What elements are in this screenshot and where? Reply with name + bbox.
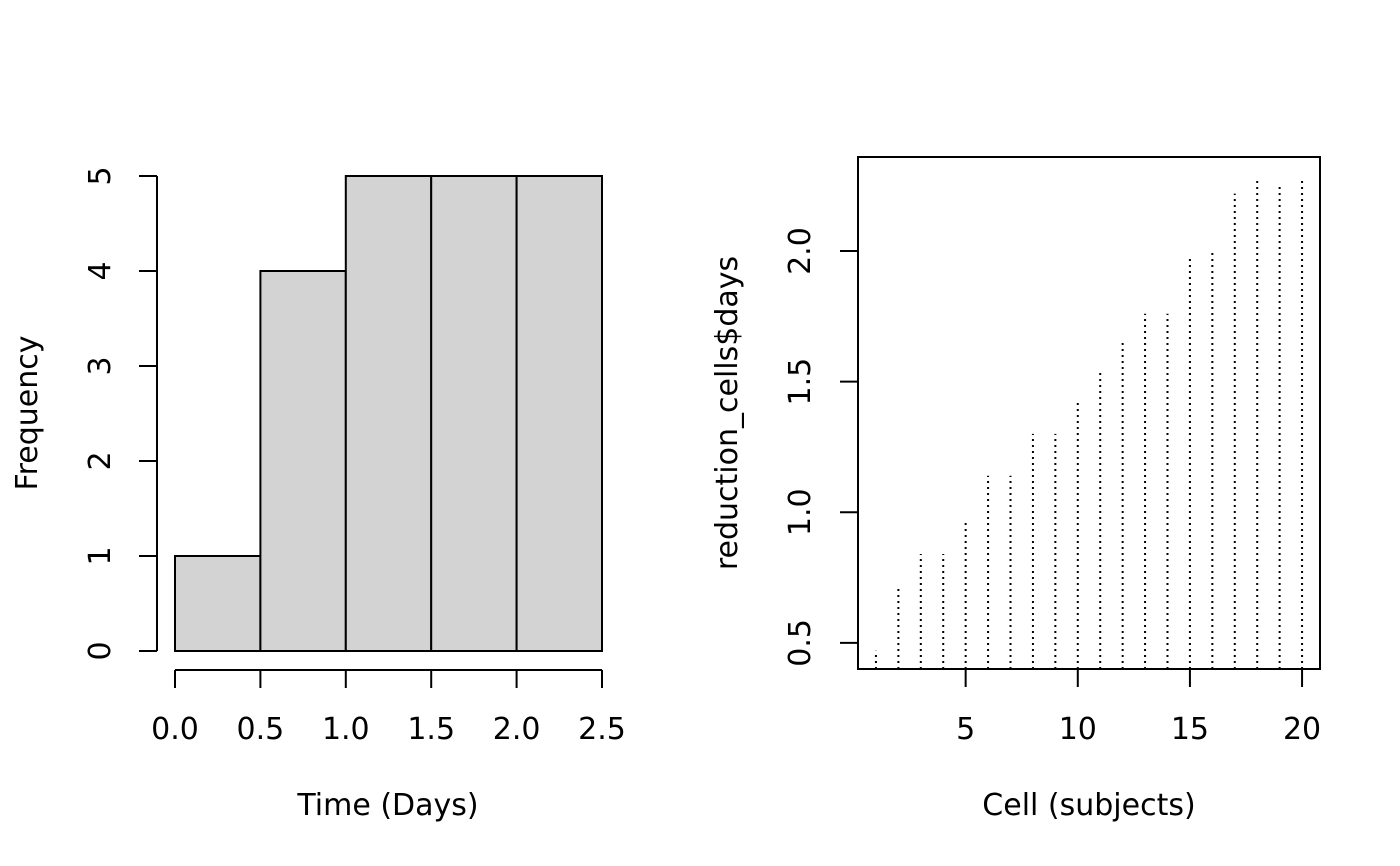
spike-chart-lines bbox=[874, 177, 1304, 669]
histogram-y-tick-label: 0 bbox=[83, 641, 118, 660]
histogram-y-tick-label: 3 bbox=[83, 356, 118, 375]
histogram-x-tick-label: 1.5 bbox=[407, 712, 455, 747]
histogram-x-tick-label: 0.0 bbox=[151, 712, 199, 747]
spike-chart: 5 10 15 20 0.5 1.0 1.5 2.0 Cell (subjects) red… bbox=[710, 156, 1321, 823]
spike-chart-y-tick-label: 2.0 bbox=[783, 227, 818, 275]
histogram-bar bbox=[259, 270, 347, 652]
histogram-bar bbox=[344, 175, 433, 652]
spike-chart-x-tick-label: 20 bbox=[1283, 712, 1321, 747]
histogram-y-tick-label: 5 bbox=[83, 166, 118, 185]
histogram-bar bbox=[174, 555, 262, 652]
histogram-y-tick-label: 4 bbox=[83, 261, 118, 280]
histogram-bar bbox=[515, 175, 603, 652]
histogram-y-axis-title: Frequency bbox=[10, 336, 45, 491]
spike-chart-y-tick-label: 1.0 bbox=[783, 488, 818, 536]
spike-chart-y-tick-label: 0.5 bbox=[783, 619, 818, 667]
histogram-bars bbox=[174, 175, 603, 652]
histogram-x-tick-label: 0.5 bbox=[237, 712, 285, 747]
histogram-chart: 0.0 0.5 1.0 1.5 2.0 2.5 0 1 2 3 4 5 Time (Days) Fr… bbox=[10, 166, 626, 823]
histogram-x-tick-label: 2.5 bbox=[578, 712, 626, 747]
spike-chart-x-tick-label: 15 bbox=[1171, 712, 1209, 747]
spike-chart-y-axis: 0.5 1.0 1.5 2.0 bbox=[783, 227, 859, 667]
spike-chart-x-axis: 5 10 15 20 bbox=[956, 668, 1321, 747]
histogram-y-tick-label: 1 bbox=[83, 546, 118, 565]
histogram-x-tick-label: 2.0 bbox=[493, 712, 541, 747]
histogram-x-axis: 0.0 0.5 1.0 1.5 2.0 2.5 bbox=[151, 669, 626, 747]
histogram-x-tick-label: 1.0 bbox=[322, 712, 370, 747]
spike-chart-x-tick-label: 5 bbox=[956, 712, 975, 747]
spike-chart-y-axis-title: reduction_cells$days bbox=[710, 256, 745, 570]
histogram-bar bbox=[430, 175, 518, 652]
histogram-y-tick-label: 2 bbox=[83, 451, 118, 470]
spike-chart-y-tick-label: 1.5 bbox=[783, 358, 818, 406]
spike-chart-x-axis-title: Cell (subjects) bbox=[982, 788, 1195, 823]
spike-chart-plot-box bbox=[857, 156, 1321, 670]
spike-chart-x-tick-label: 10 bbox=[1059, 712, 1097, 747]
histogram-x-axis-title: Time (Days) bbox=[296, 788, 478, 823]
histogram-y-axis: 0 1 2 3 4 5 bbox=[83, 166, 158, 661]
